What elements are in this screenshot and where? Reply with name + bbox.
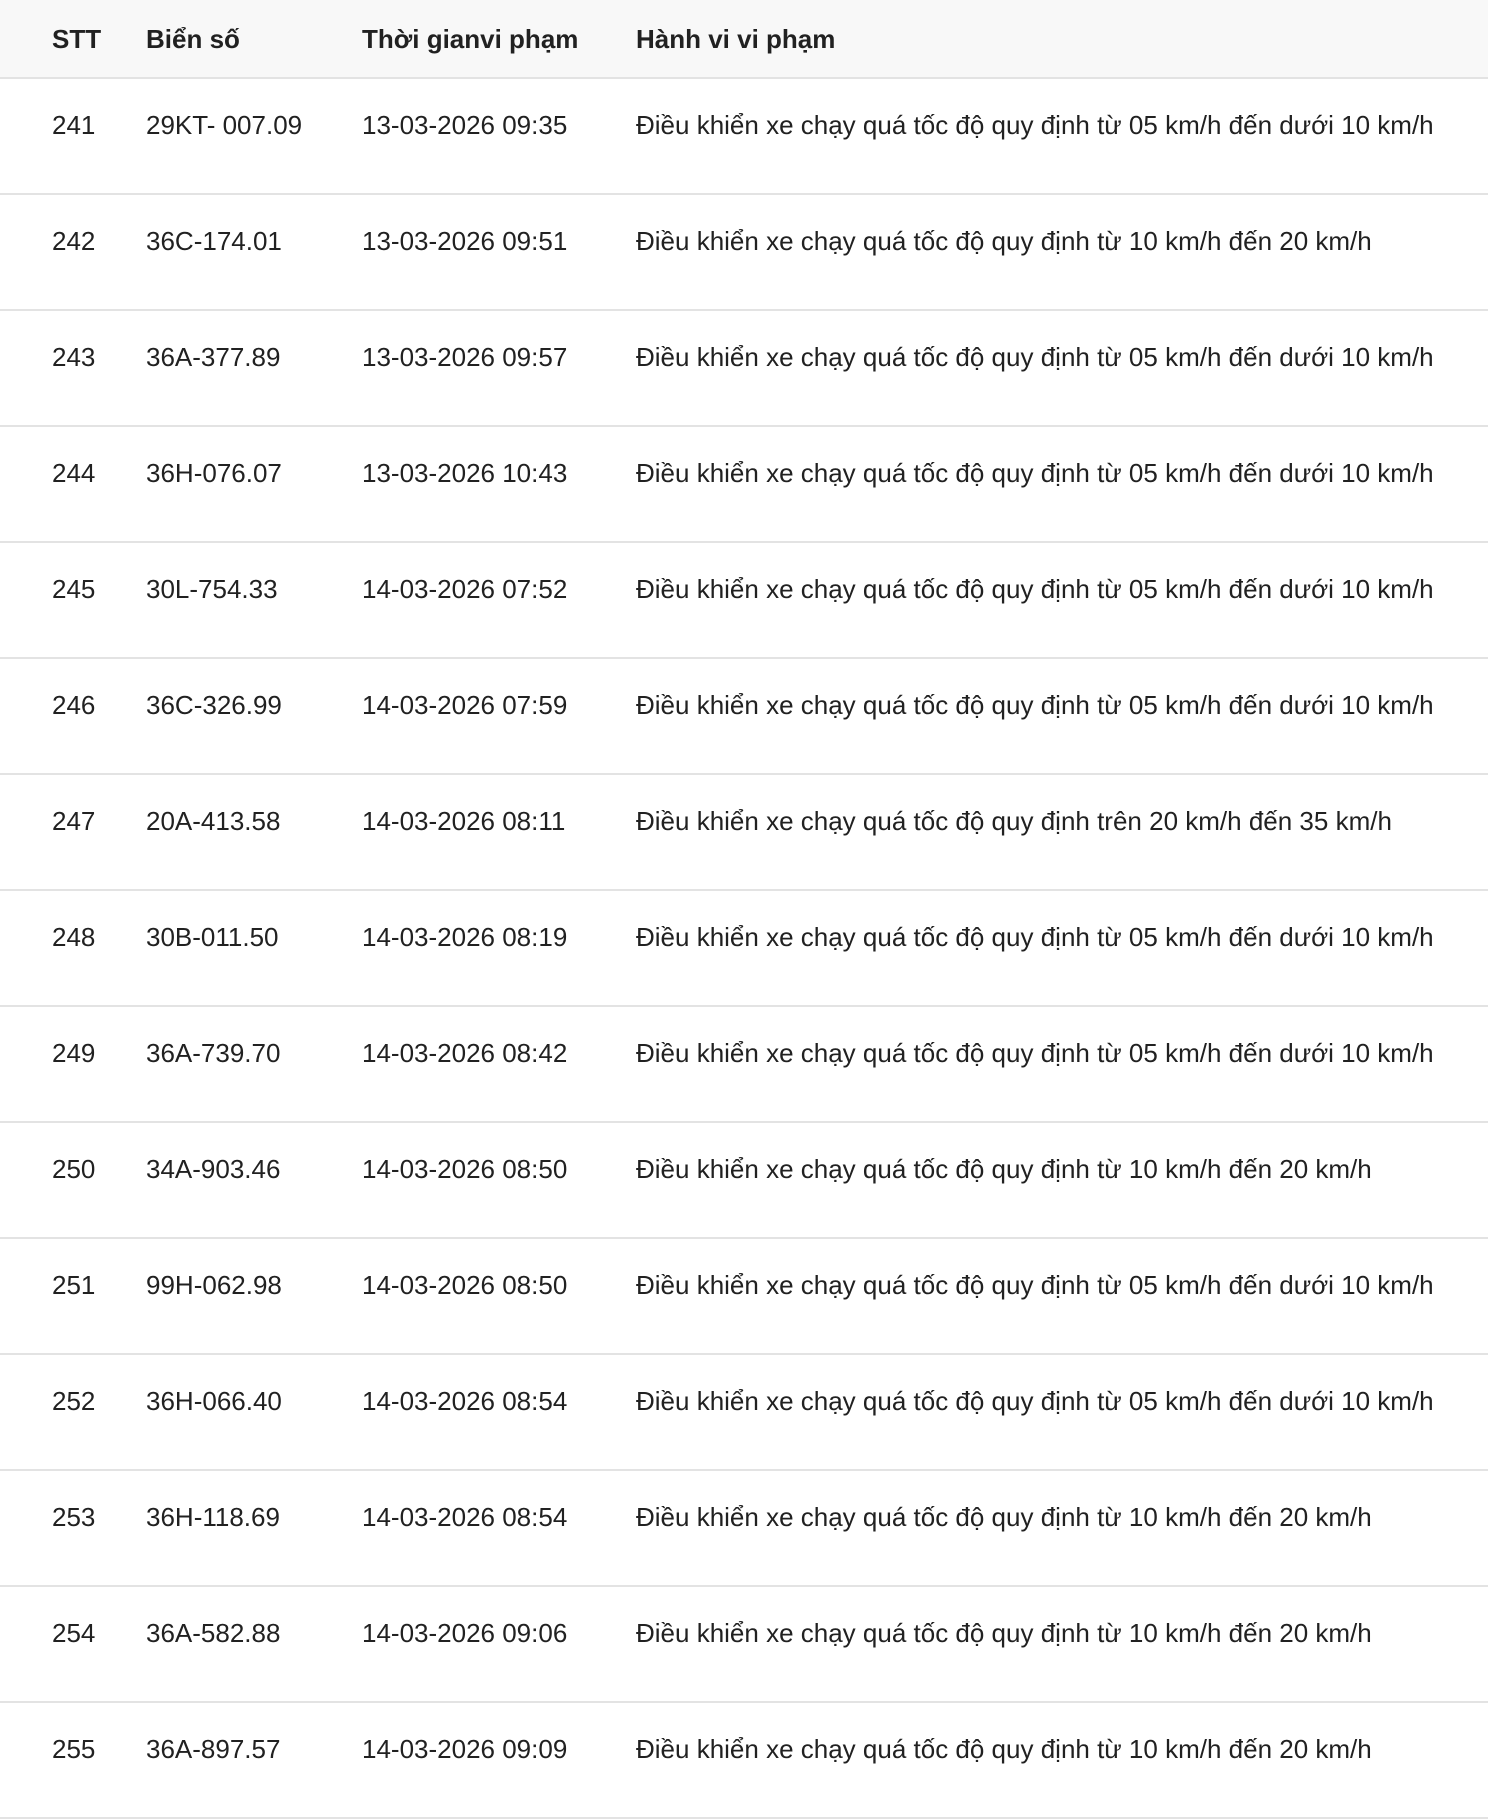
stt-cell: 250 bbox=[52, 1154, 96, 1184]
plate-cell: 20A-413.58 bbox=[146, 806, 281, 836]
plate-cell: 36A-377.89 bbox=[146, 342, 281, 372]
header-time: Thời gianvi phạm bbox=[362, 24, 579, 54]
violation-cell: Điều khiển xe chạy quá tốc độ quy định t… bbox=[636, 922, 1434, 952]
violation-cell: Điều khiển xe chạy quá tốc độ quy định t… bbox=[636, 1502, 1372, 1532]
violation-cell: Điều khiển xe chạy quá tốc độ quy định t… bbox=[636, 110, 1434, 140]
plate-cell: 30L-754.33 bbox=[146, 574, 278, 604]
violation-cell: Điều khiển xe chạy quá tốc độ quy định t… bbox=[636, 1386, 1434, 1416]
stt-cell: 243 bbox=[52, 342, 96, 372]
header-violation: Hành vi vi phạm bbox=[636, 24, 836, 54]
time-cell: 13-03-2026 09:35 bbox=[362, 110, 568, 140]
stt-cell: 248 bbox=[52, 922, 96, 952]
stt-cell: 242 bbox=[52, 226, 96, 256]
table-row: 242 36C-174.01 13-03-2026 09:51 Điều khiển … bbox=[0, 195, 1488, 311]
violation-cell: Điều khiển xe chạy quá tốc độ quy định t… bbox=[636, 1734, 1372, 1764]
stt-cell: 245 bbox=[52, 574, 96, 604]
violation-cell: Điều khiển xe chạy quá tốc độ quy định t… bbox=[636, 806, 1392, 836]
time-cell: 14-03-2026 09:09 bbox=[362, 1734, 568, 1764]
time-cell: 14-03-2026 07:59 bbox=[362, 690, 568, 720]
plate-cell: 36H-066.40 bbox=[146, 1386, 282, 1416]
table-row: 255 36A-897.57 14-03-2026 09:09 Điều khiển … bbox=[0, 1703, 1488, 1819]
plate-cell: 36A-739.70 bbox=[146, 1038, 281, 1068]
time-cell: 14-03-2026 09:06 bbox=[362, 1618, 568, 1648]
time-cell: 14-03-2026 08:42 bbox=[362, 1038, 568, 1068]
violation-cell: Điều khiển xe chạy quá tốc độ quy định t… bbox=[636, 226, 1372, 256]
violation-cell: Điều khiển xe chạy quá tốc độ quy định t… bbox=[636, 1038, 1434, 1068]
plate-cell: 30B-011.50 bbox=[146, 922, 279, 952]
table-row: 252 36H-066.40 14-03-2026 08:54 Điều khiển … bbox=[0, 1355, 1488, 1471]
stt-cell: 251 bbox=[52, 1270, 96, 1300]
stt-cell: 255 bbox=[52, 1734, 96, 1764]
header-stt: STT bbox=[52, 24, 102, 54]
plate-cell: 36C-326.99 bbox=[146, 690, 282, 720]
table-row: 249 36A-739.70 14-03-2026 08:42 Điều khiển … bbox=[0, 1007, 1488, 1123]
plate-cell: 36H-118.69 bbox=[146, 1502, 280, 1532]
plate-cell: 36H-076.07 bbox=[146, 458, 282, 488]
violation-cell: Điều khiển xe chạy quá tốc độ quy định t… bbox=[636, 458, 1434, 488]
table-row: 246 36C-326.99 14-03-2026 07:59 Điều khiển … bbox=[0, 659, 1488, 775]
time-cell: 13-03-2026 09:57 bbox=[362, 342, 568, 372]
violation-cell: Điều khiển xe chạy quá tốc độ quy định t… bbox=[636, 574, 1434, 604]
table-row: 250 34A-903.46 14-03-2026 08:50 Điều khiển … bbox=[0, 1123, 1488, 1239]
time-cell: 14-03-2026 08:54 bbox=[362, 1502, 568, 1532]
violation-cell: Điều khiển xe chạy quá tốc độ quy định t… bbox=[636, 1270, 1434, 1300]
plate-cell: 34A-903.46 bbox=[146, 1154, 281, 1184]
table-row: 245 30L-754.33 14-03-2026 07:52 Điều khiển … bbox=[0, 543, 1488, 659]
table-header: STT Biển số Thời gianvi phạm Hành vi vi … bbox=[0, 0, 1488, 79]
plate-cell: 36A-582.88 bbox=[146, 1618, 281, 1648]
time-cell: 14-03-2026 08:11 bbox=[362, 806, 566, 836]
stt-cell: 244 bbox=[52, 458, 96, 488]
stt-cell: 249 bbox=[52, 1038, 96, 1068]
violation-cell: Điều khiển xe chạy quá tốc độ quy định t… bbox=[636, 1154, 1372, 1184]
time-cell: 14-03-2026 08:19 bbox=[362, 922, 568, 952]
table-row: 248 30B-011.50 14-03-2026 08:19 Điều khiển … bbox=[0, 891, 1488, 1007]
time-cell: 14-03-2026 07:52 bbox=[362, 574, 568, 604]
table-row: 247 20A-413.58 14-03-2026 08:11 Điều khiển … bbox=[0, 775, 1488, 891]
stt-cell: 241 bbox=[52, 110, 96, 140]
stt-cell: 253 bbox=[52, 1502, 96, 1532]
time-cell: 14-03-2026 08:54 bbox=[362, 1386, 568, 1416]
time-cell: 14-03-2026 08:50 bbox=[362, 1154, 568, 1184]
table-row: 243 36A-377.89 13-03-2026 09:57 Điều khiển … bbox=[0, 311, 1488, 427]
table-row: 254 36A-582.88 14-03-2026 09:06 Điều khiển … bbox=[0, 1587, 1488, 1703]
time-cell: 13-03-2026 09:51 bbox=[362, 226, 568, 256]
stt-cell: 254 bbox=[52, 1618, 96, 1648]
violation-cell: Điều khiển xe chạy quá tốc độ quy định t… bbox=[636, 342, 1434, 372]
time-cell: 14-03-2026 08:50 bbox=[362, 1270, 568, 1300]
header-plate: Biển số bbox=[146, 24, 240, 54]
table-row: 253 36H-118.69 14-03-2026 08:54 Điều khiển … bbox=[0, 1471, 1488, 1587]
plate-cell: 36C-174.01 bbox=[146, 226, 282, 256]
time-cell: 13-03-2026 10:43 bbox=[362, 458, 568, 488]
table-row: 244 36H-076.07 13-03-2026 10:43 Điều khiển … bbox=[0, 427, 1488, 543]
stt-cell: 252 bbox=[52, 1386, 96, 1416]
plate-cell: 36A-897.57 bbox=[146, 1734, 281, 1764]
table-row: 251 99H-062.98 14-03-2026 08:50 Điều khiển … bbox=[0, 1239, 1488, 1355]
violation-cell: Điều khiển xe chạy quá tốc độ quy định t… bbox=[636, 690, 1434, 720]
stt-cell: 246 bbox=[52, 690, 96, 720]
violation-cell: Điều khiển xe chạy quá tốc độ quy định t… bbox=[636, 1618, 1372, 1648]
table-row: 241 29KT- 007.09 13-03-2026 09:35 Điều khiể… bbox=[0, 79, 1488, 195]
stt-cell: 247 bbox=[52, 806, 96, 836]
plate-cell: 29KT- 007.09 bbox=[146, 110, 303, 140]
plate-cell: 99H-062.98 bbox=[146, 1270, 282, 1300]
